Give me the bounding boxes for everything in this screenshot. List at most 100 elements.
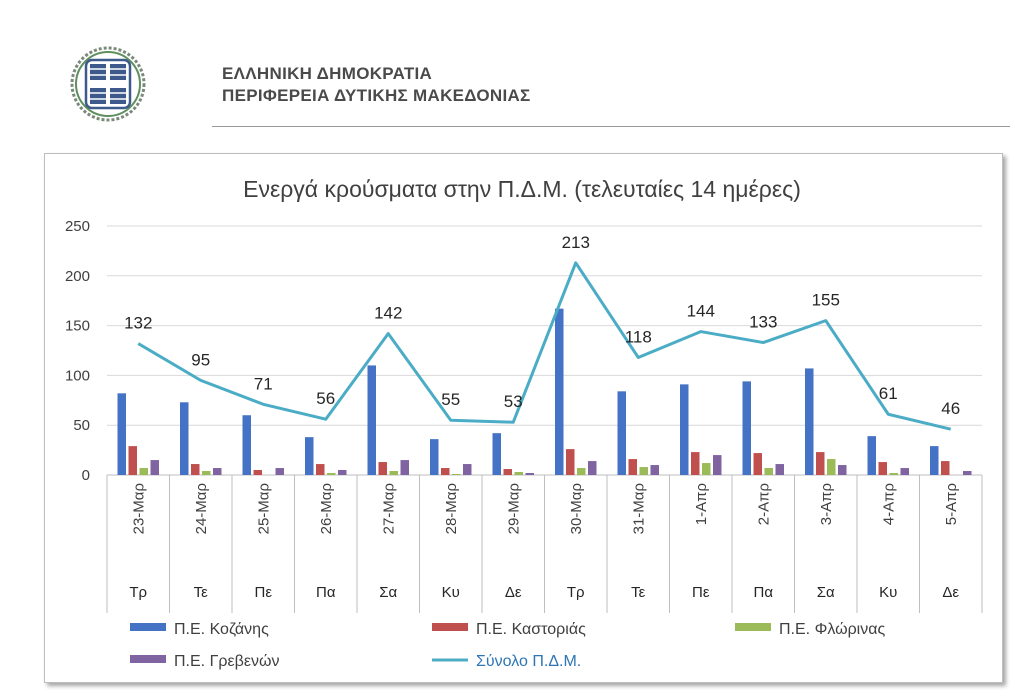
bar <box>867 436 876 475</box>
bar <box>588 461 597 475</box>
day-label: Δε <box>505 584 522 601</box>
x-tick-label: 28-Μαρ <box>443 483 460 534</box>
total-line <box>137 261 952 431</box>
x-tick-label: 1-Απρ <box>693 483 710 525</box>
day-label: Δε <box>942 584 959 601</box>
bar <box>430 439 439 475</box>
bar <box>441 468 450 475</box>
bar <box>889 473 898 475</box>
data-label: 61 <box>879 384 898 403</box>
day-label: Πε <box>254 584 272 601</box>
day-label: Σα <box>379 584 397 601</box>
bar <box>963 471 972 475</box>
bar <box>628 459 637 475</box>
legend-label: Π.Ε. Φλώρινας <box>779 621 885 638</box>
data-label: 53 <box>504 392 523 411</box>
bar <box>742 381 751 475</box>
bar <box>878 462 887 475</box>
bar <box>128 446 137 475</box>
x-tick-label: 29-Μαρ <box>505 483 522 534</box>
chart-frame <box>44 153 1003 683</box>
bar <box>338 470 347 475</box>
bar <box>117 393 126 475</box>
y-tick-label: 50 <box>73 417 90 434</box>
chart-title: Ενεργά κρούσματα στην Π.Δ.Μ. (τελευταίες… <box>243 176 801 202</box>
x-tick-label: 3-Απρ <box>818 483 835 525</box>
legend-swatch <box>130 655 166 663</box>
day-label: Τρ <box>567 584 585 601</box>
bar <box>400 460 409 475</box>
bar <box>566 449 575 475</box>
bar <box>389 471 398 475</box>
x-tick-label: 25-Μαρ <box>255 483 272 534</box>
day-label: Σα <box>817 584 835 601</box>
bar <box>180 402 189 475</box>
bar <box>367 365 376 475</box>
x-tick-label: 27-Μαρ <box>380 483 397 534</box>
bar <box>202 471 211 475</box>
bar <box>639 467 648 475</box>
bar <box>275 468 284 475</box>
bar <box>816 452 825 475</box>
legend-label: Π.Ε. Κοζάνης <box>174 621 269 638</box>
bar <box>827 459 836 475</box>
x-tick-label: 30-Μαρ <box>568 483 585 534</box>
bar <box>305 437 314 475</box>
bar <box>463 464 472 475</box>
data-label: 71 <box>254 374 273 393</box>
header-divider <box>212 126 1010 127</box>
bar <box>941 461 950 475</box>
y-tick-label: 200 <box>65 268 90 285</box>
bar <box>577 468 586 475</box>
data-label: 155 <box>812 291 840 310</box>
x-tick-label: 2-Απρ <box>755 483 772 525</box>
bar <box>327 473 336 475</box>
bar <box>525 473 534 475</box>
legend-label: Π.Ε. Γρεβενών <box>174 653 279 670</box>
data-label: 118 <box>625 327 652 346</box>
bar <box>713 455 722 475</box>
legend-swatch <box>432 623 468 631</box>
y-tick-label: 0 <box>82 467 90 484</box>
bar <box>503 469 512 475</box>
legend-label: Π.Ε. Καστοριάς <box>476 621 586 638</box>
data-label: 55 <box>441 390 460 409</box>
x-tick-label: 4-Απρ <box>880 483 897 525</box>
bar <box>617 391 626 475</box>
y-tick-label: 100 <box>65 367 90 384</box>
bar <box>150 460 159 475</box>
page-header: ΕΛΛΗΝΙΚΗ ΔΗΜΟΚΡΑΤΙΑ ΠΕΡΙΦΕΡΕΙΑ ΔΥΤΙΚΗΣ Μ… <box>222 63 531 107</box>
bar <box>316 464 325 475</box>
data-label: 213 <box>562 233 590 252</box>
day-label: Τε <box>194 584 209 601</box>
x-tick-label: 26-Μαρ <box>318 483 335 534</box>
y-tick-label: 250 <box>65 218 90 235</box>
legend-swatch <box>130 623 166 631</box>
data-label: 144 <box>687 302 715 321</box>
header-line-2: ΠΕΡΙΦΕΡΕΙΑ ΔΥΤΙΚΗΣ ΜΑΚΕΔΟΝΙΑΣ <box>222 86 531 105</box>
bar <box>805 368 814 475</box>
x-tick-label: 5-Απρ <box>943 483 960 525</box>
bar <box>838 465 847 475</box>
day-label: Πα <box>316 584 336 601</box>
bar <box>452 474 461 475</box>
legend-label: Σύνολο Π.Δ.Μ. <box>476 653 581 670</box>
x-tick-label: 23-Μαρ <box>130 483 147 534</box>
bar <box>242 415 251 475</box>
header-line-1: ΕΛΛΗΝΙΚΗ ΔΗΜΟΚΡΑΤΙΑ <box>222 64 433 83</box>
data-label: 133 <box>749 313 777 332</box>
day-label: Κυ <box>879 584 897 601</box>
greek-emblem-logo <box>70 46 146 122</box>
bar <box>514 472 523 475</box>
x-tick-label: 24-Μαρ <box>193 483 210 534</box>
bar <box>650 465 659 475</box>
bar <box>191 464 200 475</box>
bar <box>492 433 501 475</box>
data-label: 56 <box>316 389 335 408</box>
x-tick-label: 31-Μαρ <box>630 483 647 534</box>
bar <box>680 384 689 475</box>
legend-swatch <box>735 623 771 631</box>
day-label: Κυ <box>442 584 460 601</box>
day-label: Πε <box>692 584 710 601</box>
